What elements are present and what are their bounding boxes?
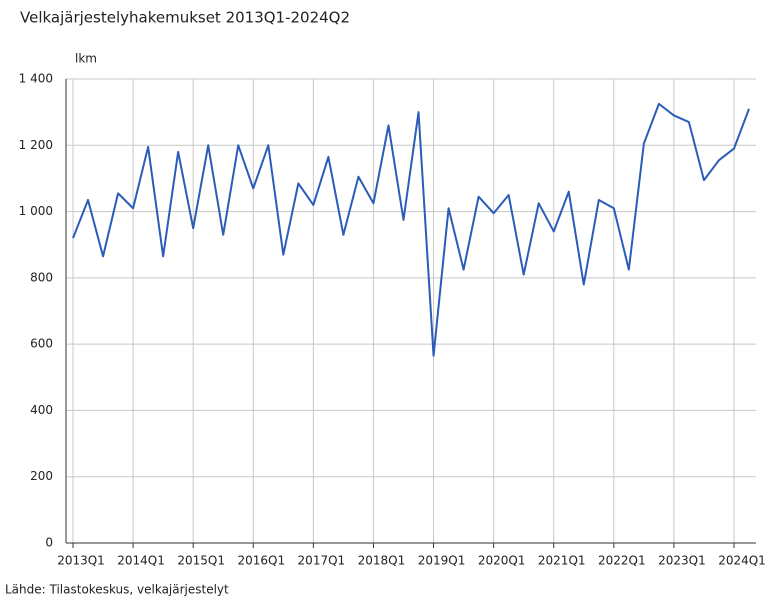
x-tick-label: 2014Q1 [117, 554, 165, 568]
x-tick-label: 2022Q1 [598, 554, 646, 568]
y-tick-label: 0 [45, 536, 53, 550]
x-tick-label: 2024Q1 [718, 554, 766, 568]
x-tick-label: 2015Q1 [177, 554, 225, 568]
y-tick-label: 1 000 [19, 204, 53, 218]
x-tick-label: 2013Q1 [57, 554, 105, 568]
x-tick-label: 2021Q1 [538, 554, 586, 568]
x-tick-label: 2019Q1 [418, 554, 466, 568]
x-tick-label: 2020Q1 [478, 554, 526, 568]
x-tick-label: 2016Q1 [237, 554, 285, 568]
x-tick-label: 2023Q1 [658, 554, 706, 568]
data-line [72, 102, 750, 357]
chart-title: Velkajärjestelyhakemukset 2013Q1-2024Q2 [20, 9, 350, 27]
y-tick-label: 400 [30, 403, 53, 417]
x-tick-label: 2018Q1 [358, 554, 406, 568]
y-tick-label: 200 [30, 469, 53, 483]
source-note: Lähde: Tilastokeskus, velkajärjestelyt [5, 583, 229, 597]
y-tick-label: 800 [30, 270, 53, 284]
y-axis-label: lkm [75, 52, 97, 66]
y-tick-label: 1 400 [19, 72, 53, 86]
y-tick-label: 1 200 [19, 138, 53, 152]
x-tick-label: 2017Q1 [298, 554, 346, 568]
y-tick-label: 600 [30, 337, 53, 351]
